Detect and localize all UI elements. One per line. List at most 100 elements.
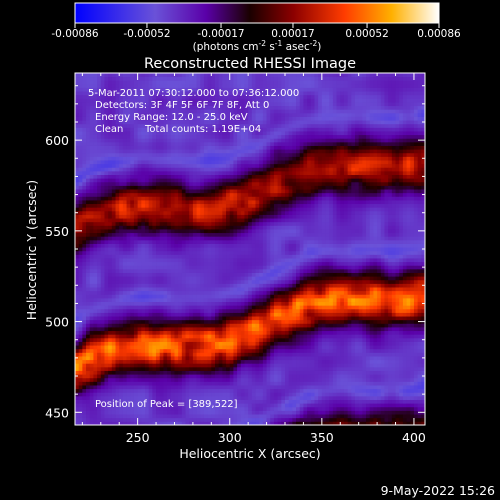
heatmap-cell bbox=[115, 265, 120, 270]
heatmap-cell bbox=[119, 214, 124, 219]
heatmap-cell bbox=[174, 160, 179, 165]
heatmap-cell bbox=[141, 83, 146, 88]
heatmap-cell bbox=[75, 381, 80, 386]
heatmap-cell bbox=[218, 323, 223, 328]
heatmap-cell bbox=[108, 399, 113, 404]
heatmap-cell bbox=[192, 258, 197, 263]
heatmap-cell bbox=[108, 414, 113, 419]
heatmap-cell bbox=[75, 334, 80, 339]
heatmap-cell bbox=[192, 196, 197, 201]
heatmap-cell bbox=[244, 250, 249, 255]
heatmap-cell bbox=[189, 323, 194, 328]
heatmap-cell bbox=[78, 174, 83, 179]
heatmap-cell bbox=[100, 392, 105, 397]
heatmap-cell bbox=[108, 287, 113, 292]
heatmap-cell bbox=[226, 319, 231, 324]
heatmap-cell bbox=[93, 138, 98, 143]
heatmap-cell bbox=[108, 203, 113, 208]
heatmap-cell bbox=[86, 279, 91, 284]
heatmap-cell bbox=[244, 305, 249, 310]
heatmap-cell bbox=[181, 381, 186, 386]
heatmap-cell bbox=[174, 352, 179, 357]
heatmap-cell bbox=[100, 341, 105, 346]
heatmap-cell bbox=[122, 134, 127, 139]
heatmap-cell bbox=[240, 250, 245, 255]
heatmap-cell bbox=[259, 203, 264, 208]
heatmap-cell bbox=[181, 283, 186, 288]
heatmap-cell bbox=[218, 87, 223, 92]
heatmap-cell bbox=[100, 120, 105, 125]
heatmap-cell bbox=[97, 290, 102, 295]
heatmap-cell bbox=[93, 185, 98, 190]
heatmap-cell bbox=[203, 330, 209, 335]
heatmap-cell bbox=[229, 181, 234, 186]
heatmap-cell bbox=[115, 272, 120, 277]
heatmap-cell bbox=[240, 254, 245, 259]
heatmap-cell bbox=[248, 279, 253, 284]
heatmap-cell bbox=[237, 323, 242, 328]
heatmap-cell bbox=[104, 120, 109, 125]
heatmap-cell bbox=[248, 265, 253, 270]
heatmap-cell bbox=[181, 174, 186, 179]
heatmap-cell bbox=[86, 178, 91, 183]
heatmap-cell bbox=[185, 297, 190, 303]
heatmap-cell bbox=[251, 301, 256, 306]
heatmap-cell bbox=[108, 91, 113, 96]
heatmap-cell bbox=[86, 268, 91, 273]
heatmap-cell bbox=[207, 370, 212, 375]
heatmap-cell bbox=[170, 301, 175, 306]
heatmap-cell bbox=[215, 229, 220, 234]
heatmap-cell bbox=[93, 207, 98, 212]
heatmap-cell bbox=[119, 294, 124, 299]
heatmap-cell bbox=[167, 385, 172, 390]
heatmap-cell bbox=[163, 127, 168, 132]
heatmap-cell bbox=[203, 294, 209, 299]
heatmap-cell bbox=[115, 261, 120, 266]
heatmap-cell bbox=[119, 323, 124, 328]
heatmap-cell bbox=[218, 330, 223, 335]
heatmap-cell bbox=[137, 279, 142, 284]
heatmap-cell bbox=[108, 366, 113, 371]
heatmap-cell bbox=[75, 250, 80, 255]
heatmap-cell bbox=[111, 363, 116, 368]
heatmap-cell bbox=[174, 377, 179, 382]
heatmap-cell bbox=[167, 290, 172, 295]
heatmap-cell bbox=[133, 102, 139, 107]
heatmap-cell bbox=[189, 221, 194, 226]
heatmap-cell bbox=[148, 258, 153, 263]
heatmap-cell bbox=[115, 348, 120, 353]
heatmap-cell bbox=[130, 352, 135, 357]
heatmap-cell bbox=[104, 131, 109, 136]
heatmap-cell bbox=[108, 200, 113, 205]
heatmap-cell bbox=[86, 414, 91, 419]
heatmap-cell bbox=[259, 181, 264, 186]
heatmap-cell bbox=[97, 395, 102, 400]
heatmap-cell bbox=[237, 254, 242, 259]
heatmap-cell bbox=[170, 316, 175, 321]
heatmap-cell bbox=[115, 98, 120, 103]
heatmap-cell bbox=[167, 178, 172, 183]
heatmap-cell bbox=[262, 345, 267, 350]
heatmap-cell bbox=[167, 112, 172, 117]
heatmap-cell bbox=[130, 156, 135, 161]
heatmap-cell bbox=[89, 203, 94, 208]
heatmap-cell bbox=[248, 363, 253, 368]
heatmap-cell bbox=[141, 268, 146, 273]
heatmap-cell bbox=[237, 102, 242, 107]
heatmap-cell bbox=[86, 94, 91, 99]
heatmap-cell bbox=[215, 297, 220, 303]
heatmap-cell bbox=[126, 218, 131, 223]
heatmap-cell bbox=[237, 76, 242, 81]
heatmap-cell bbox=[196, 366, 201, 371]
heatmap-cell bbox=[259, 109, 264, 114]
heatmap-cell bbox=[78, 352, 83, 357]
heatmap-cell bbox=[170, 181, 175, 186]
heatmap-cell bbox=[156, 149, 161, 154]
heatmap-cell bbox=[192, 356, 197, 361]
heatmap-cell bbox=[133, 363, 139, 368]
heatmap-cell bbox=[89, 210, 94, 215]
heatmap-cell bbox=[108, 385, 113, 390]
heatmap-cell bbox=[185, 247, 190, 252]
heatmap-cell bbox=[207, 138, 212, 143]
heatmap-cell bbox=[126, 200, 131, 205]
